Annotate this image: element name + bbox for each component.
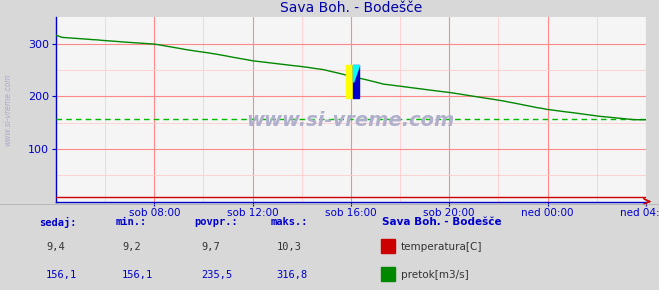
Text: temperatura[C]: temperatura[C] <box>401 242 482 252</box>
Text: povpr.:: povpr.: <box>194 217 238 227</box>
Text: 156,1: 156,1 <box>122 270 153 280</box>
Text: min.:: min.: <box>115 217 146 227</box>
Title: Sava Boh. - Bodešče: Sava Boh. - Bodešče <box>280 1 422 15</box>
Text: 316,8: 316,8 <box>277 270 308 280</box>
Text: 9,4: 9,4 <box>46 242 65 252</box>
Polygon shape <box>353 65 359 82</box>
Text: 156,1: 156,1 <box>46 270 77 280</box>
Bar <box>353 65 359 98</box>
Text: maks.:: maks.: <box>270 217 308 227</box>
Text: 10,3: 10,3 <box>277 242 302 252</box>
Text: 9,7: 9,7 <box>201 242 219 252</box>
Text: sedaj:: sedaj: <box>40 217 77 228</box>
Text: 9,2: 9,2 <box>122 242 140 252</box>
Text: Sava Boh. - Bodešče: Sava Boh. - Bodešče <box>382 217 502 227</box>
Text: pretok[m3/s]: pretok[m3/s] <box>401 270 469 280</box>
Bar <box>346 65 353 98</box>
Text: www.si-vreme.com: www.si-vreme.com <box>246 111 455 130</box>
Text: 235,5: 235,5 <box>201 270 232 280</box>
Text: www.si-vreme.com: www.si-vreme.com <box>3 73 13 146</box>
